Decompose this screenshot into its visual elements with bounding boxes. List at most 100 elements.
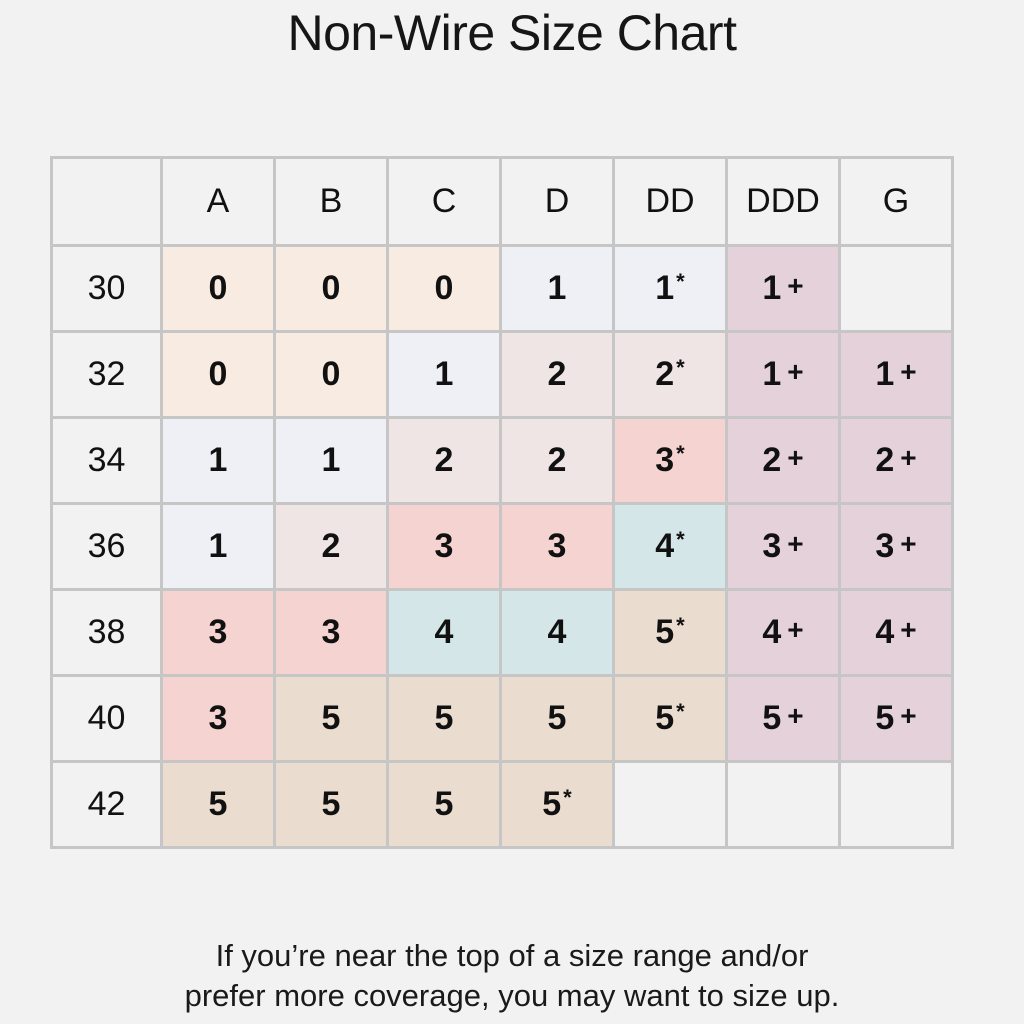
size-cell: 0 [160, 244, 276, 333]
size-value: 4 [655, 527, 675, 565]
size-value: 3 [547, 527, 567, 565]
size-value: 1 [547, 269, 567, 307]
size-cell: 2 [386, 416, 502, 505]
size-value: 5 [542, 785, 562, 823]
size-cell: 1 [160, 502, 276, 591]
band-size: 32 [50, 330, 163, 419]
size-cell: 3 [160, 588, 276, 677]
table-row: 36 1 2 3 3 4* 3 +3 + [50, 502, 954, 591]
size-value: 5 [875, 699, 895, 737]
header-row: A B C D DD DDD G [50, 156, 954, 247]
size-cell: 3* [612, 416, 728, 505]
size-value: 2 [547, 355, 567, 393]
plus-mark: + [787, 528, 804, 559]
cup-header: B [273, 156, 389, 247]
size-cell [612, 760, 728, 849]
plus-mark: + [787, 442, 804, 473]
size-value: 4 [434, 613, 454, 651]
size-cell: 5 [273, 674, 389, 763]
asterisk-mark: * [676, 527, 685, 552]
plus-mark: + [900, 442, 917, 473]
asterisk-mark: * [676, 355, 685, 380]
corner-cell [50, 156, 163, 247]
size-cell: 5 [499, 674, 615, 763]
size-value: 3 [875, 527, 895, 565]
size-cell: 3 [160, 674, 276, 763]
size-cell: 4 [386, 588, 502, 677]
size-value: 5 [547, 699, 567, 737]
size-value: 1 [208, 441, 228, 479]
note-line-2: prefer more coverage, you may want to si… [184, 978, 840, 1013]
size-value: 1 [321, 441, 341, 479]
size-cell: 3 [273, 588, 389, 677]
size-value: 3 [208, 699, 228, 737]
size-cell: 5 + [725, 674, 841, 763]
size-value: 0 [208, 355, 228, 393]
size-value: 2 [434, 441, 454, 479]
size-value: 5 [655, 613, 675, 651]
size-cell: 1 + [725, 330, 841, 419]
cup-header: D [499, 156, 615, 247]
size-chart-table: A B C D DD DDD G 30 0 0 0 1 1* 1 +32 0 0 1 2 2* 1 +1 +34 1 1 2 2 3*… [50, 156, 954, 849]
band-size: 34 [50, 416, 163, 505]
band-size: 38 [50, 588, 163, 677]
size-value: 3 [655, 441, 675, 479]
size-cell: 5 [386, 760, 502, 849]
size-cell: 2 + [838, 416, 954, 505]
size-cell: 1 + [838, 330, 954, 419]
table-row: 38 3 3 4 4 5* 4 +4 + [50, 588, 954, 677]
size-value: 3 [321, 613, 341, 651]
size-cell: 3 [499, 502, 615, 591]
size-value: 5 [655, 699, 675, 737]
band-size: 42 [50, 760, 163, 849]
table-row: 34 1 1 2 2 3* 2 +2 + [50, 416, 954, 505]
size-value: 1 [875, 355, 895, 393]
asterisk-mark: * [676, 699, 685, 724]
size-value: 2 [655, 355, 675, 393]
table-row: 30 0 0 0 1 1* 1 + [50, 244, 954, 333]
size-value: 5 [321, 785, 341, 823]
plus-mark: + [787, 270, 804, 301]
asterisk-mark: * [563, 785, 572, 810]
size-cell: 5 + [838, 674, 954, 763]
size-value: 3 [434, 527, 454, 565]
plus-mark: + [787, 356, 804, 387]
cup-header: C [386, 156, 502, 247]
size-value: 3 [762, 527, 782, 565]
size-cell: 4* [612, 502, 728, 591]
size-cell: 5 [273, 760, 389, 849]
size-cell: 0 [273, 244, 389, 333]
size-cell: 5 [160, 760, 276, 849]
size-value: 4 [875, 613, 895, 651]
size-value: 1 [762, 355, 782, 393]
size-value: 0 [208, 269, 228, 307]
size-cell: 2 [273, 502, 389, 591]
asterisk-mark: * [676, 613, 685, 638]
band-size: 40 [50, 674, 163, 763]
size-value: 2 [547, 441, 567, 479]
size-value: 0 [321, 269, 341, 307]
size-value: 2 [321, 527, 341, 565]
size-value: 5 [762, 699, 782, 737]
table-row: 32 0 0 1 2 2* 1 +1 + [50, 330, 954, 419]
size-cell: 5* [612, 588, 728, 677]
size-cell: 4 + [838, 588, 954, 677]
size-value: 1 [208, 527, 228, 565]
size-cell: 2 [499, 330, 615, 419]
size-cell: 3 + [838, 502, 954, 591]
size-cell: 2 [499, 416, 615, 505]
plus-mark: + [787, 700, 804, 731]
size-value: 3 [208, 613, 228, 651]
size-cell: 3 + [725, 502, 841, 591]
cup-header: A [160, 156, 276, 247]
size-cell: 1 [160, 416, 276, 505]
size-up-note: If you’re near the top of a size range a… [0, 936, 1024, 1016]
plus-mark: + [900, 528, 917, 559]
size-value: 1 [434, 355, 454, 393]
size-cell: 1* [612, 244, 728, 333]
table-row: 40 3 5 5 5 5* 5 +5 + [50, 674, 954, 763]
table-row: 42 5 5 5 5* [50, 760, 954, 849]
asterisk-mark: * [676, 441, 685, 466]
size-cell [838, 244, 954, 333]
size-value: 1 [762, 269, 782, 307]
